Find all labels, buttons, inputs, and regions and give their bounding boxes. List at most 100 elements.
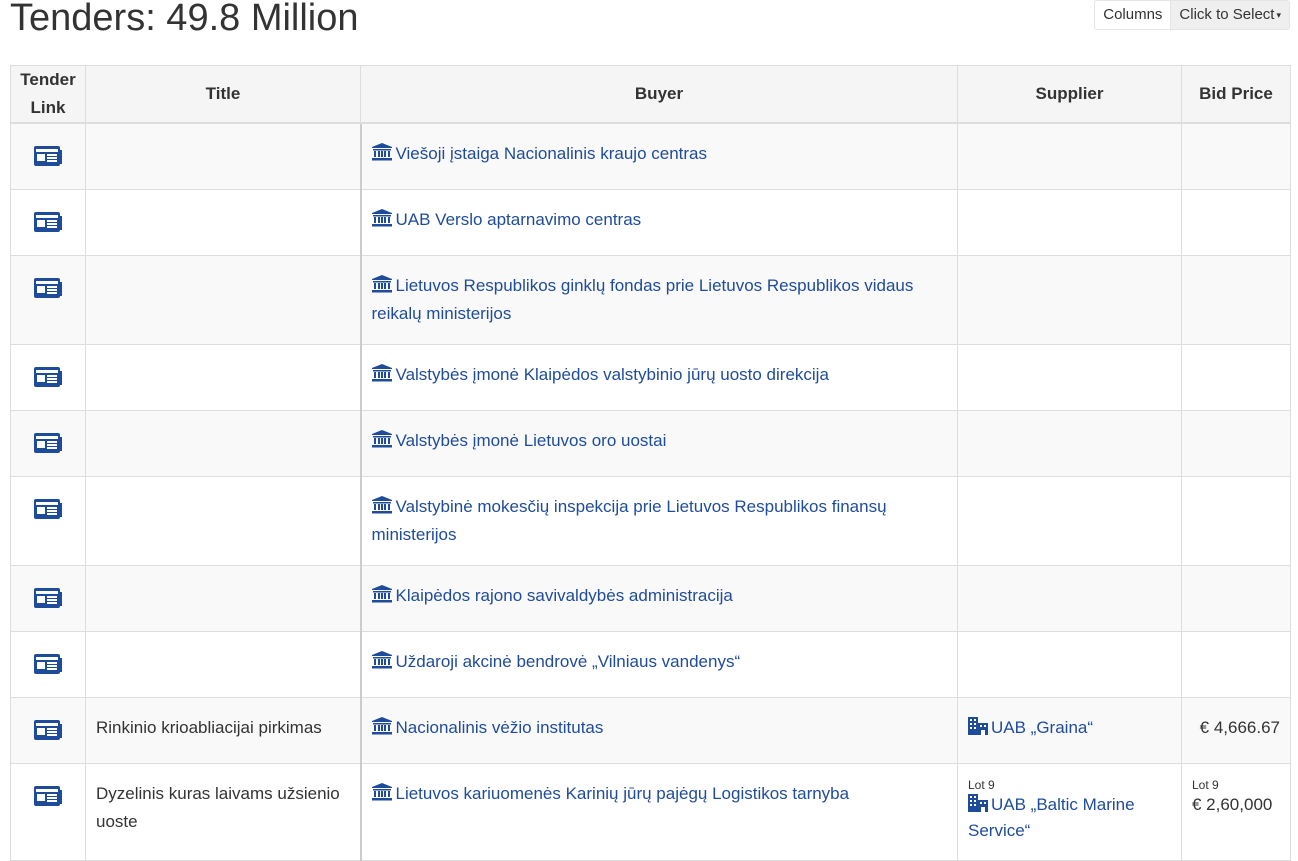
tender-document-icon [34,212,62,233]
title-cell [85,631,362,698]
buyer-name: Lietuvos kariuomenės Karinių jūrų pajėgų… [395,784,850,803]
buyer-name: UAB Verslo aptarnavimo centras [395,210,642,229]
supplier-link[interactable]: UAB „Graina“ [968,717,1093,737]
buyer-link[interactable]: UAB Verslo aptarnavimo centras [371,209,642,229]
supplier-cell [957,410,1182,477]
supplier-cell [957,344,1182,411]
bid-price-value: € 2,60,000 [1192,795,1273,814]
buyer-link[interactable]: Valstybinė mokesčių inspekcija prie Liet… [371,496,887,544]
supplier-link[interactable]: UAB „Baltic Marine Service“ [968,792,1171,844]
buyer-name: Viešoji įstaiga Nacionalinis kraujo cent… [395,144,708,163]
buyer-cell: Uždaroji akcinė bendrovė „Vilniaus vande… [360,631,958,698]
supplier-cell [957,189,1182,256]
tender-link[interactable] [34,210,62,233]
tender-document-icon [34,367,62,388]
tender-link[interactable] [34,718,62,741]
tender-title: Rinkinio krioabliacijai pirkimas [96,718,322,737]
supplier-cell [957,476,1182,566]
column-header-title[interactable]: Title [85,65,361,124]
tender-link[interactable] [34,652,62,675]
table-header-row: Tender Link Title Buyer Supplier Bid Pri… [10,65,1291,124]
caret-down-icon: ▾ [1276,10,1281,21]
tender-link[interactable] [34,586,62,609]
column-header-bid-price[interactable]: Bid Price [1181,65,1291,124]
tenders-table: Tender Link Title Buyer Supplier Bid Pri… [10,65,1291,861]
building-icon [968,717,988,735]
tender-link-cell [10,697,86,764]
bank-icon [371,143,392,161]
tender-link[interactable] [34,784,62,807]
buyer-link[interactable]: Lietuvos kariuomenės Karinių jūrų pajėgų… [371,783,850,803]
table-row: Valstybinė mokesčių inspekcija prie Liet… [10,476,1291,566]
buyer-link[interactable]: Nacionalinis vėžio institutas [371,717,604,737]
title-cell [85,344,362,411]
bid-price-cell: Lot 9 € 2,60,000 [1181,763,1291,861]
supplier-name: UAB „Baltic Marine Service“ [968,795,1135,840]
tender-title: Dyzelinis kuras laivams užsienio uoste [96,784,340,831]
column-header-tender-link[interactable]: Tender Link [10,65,86,124]
title-cell [85,255,362,345]
supplier-cell [957,122,1182,190]
tender-link[interactable] [34,431,62,454]
bid-price-cell [1181,565,1291,632]
buyer-name: Lietuvos Respublikos ginklų fondas prie … [371,276,914,323]
buyer-link[interactable]: Viešoji įstaiga Nacionalinis kraujo cent… [371,143,708,163]
building-icon [968,794,988,812]
price-lot-label: Lot 9 [1192,778,1219,792]
bank-icon [371,585,392,603]
buyer-cell: UAB Verslo aptarnavimo centras [360,189,958,256]
tender-document-icon [34,278,62,299]
page-header: Tenders: 49.8 Million Columns Click to S… [0,0,1298,62]
tender-document-icon [34,786,62,807]
supplier-cell [957,565,1182,632]
table-row: Klaipėdos rajono savivaldybės administra… [10,565,1291,632]
column-header-buyer[interactable]: Buyer [360,65,958,124]
tender-link[interactable] [34,276,62,299]
table-row: Valstybės įmonė Lietuvos oro uostai [10,410,1291,477]
table-row: Valstybės įmonė Klaipėdos valstybinio jū… [10,344,1291,411]
tender-link[interactable] [34,497,62,520]
bid-price-cell: € 4,666.67 [1181,697,1291,764]
buyer-link[interactable]: Valstybės įmonė Klaipėdos valstybinio jū… [371,364,829,384]
buyer-link[interactable]: Klaipėdos rajono savivaldybės administra… [371,585,733,605]
bank-icon [371,275,392,293]
buyer-cell: Nacionalinis vėžio institutas [360,697,958,764]
buyer-name: Valstybinė mokesčių inspekcija prie Liet… [371,497,887,544]
tender-document-icon [34,499,62,520]
page-title: Tenders: 49.8 Million [10,0,359,39]
buyer-link[interactable]: Lietuvos Respublikos ginklų fondas prie … [371,275,914,323]
buyer-cell: Klaipėdos rajono savivaldybės administra… [360,565,958,632]
buyer-name: Nacionalinis vėžio institutas [395,718,604,737]
tender-document-icon [34,720,62,741]
column-header-supplier[interactable]: Supplier [957,65,1182,124]
bid-price-cell [1181,631,1291,698]
column-select-label: Click to Select [1179,6,1275,23]
tender-link-cell [10,410,86,477]
tender-link[interactable] [34,144,62,167]
tender-document-icon [34,654,62,675]
title-cell: Dyzelinis kuras laivams užsienio uoste [85,763,362,861]
bid-price-value: € 4,666.67 [1199,718,1280,737]
buyer-cell: Lietuvos kariuomenės Karinių jūrų pajėgų… [360,763,958,861]
table-body: Viešoji įstaiga Nacionalinis kraujo cent… [10,122,1291,861]
column-select-dropdown[interactable]: Click to Select ▾ [1170,0,1290,30]
buyer-link[interactable]: Valstybės įmonė Lietuvos oro uostai [371,430,666,450]
tender-link-cell [10,476,86,566]
table-row: UAB Verslo aptarnavimo centras [10,189,1291,256]
bank-icon [371,209,392,227]
title-cell [85,122,362,190]
bank-icon [371,430,392,448]
supplier-cell [957,631,1182,698]
tender-link-cell [10,631,86,698]
bid-price-cell [1181,189,1291,256]
tender-link-cell [10,122,86,190]
bid-price-cell [1181,255,1291,345]
columns-label: Columns [1094,0,1171,30]
tender-link[interactable] [34,365,62,388]
buyer-link[interactable]: Uždaroji akcinė bendrovė „Vilniaus vande… [371,651,740,671]
tender-link-cell [10,255,86,345]
column-controls: Columns Click to Select ▾ [1094,0,1290,30]
bank-icon [371,364,392,382]
title-cell [85,189,362,256]
bank-icon [371,783,392,801]
